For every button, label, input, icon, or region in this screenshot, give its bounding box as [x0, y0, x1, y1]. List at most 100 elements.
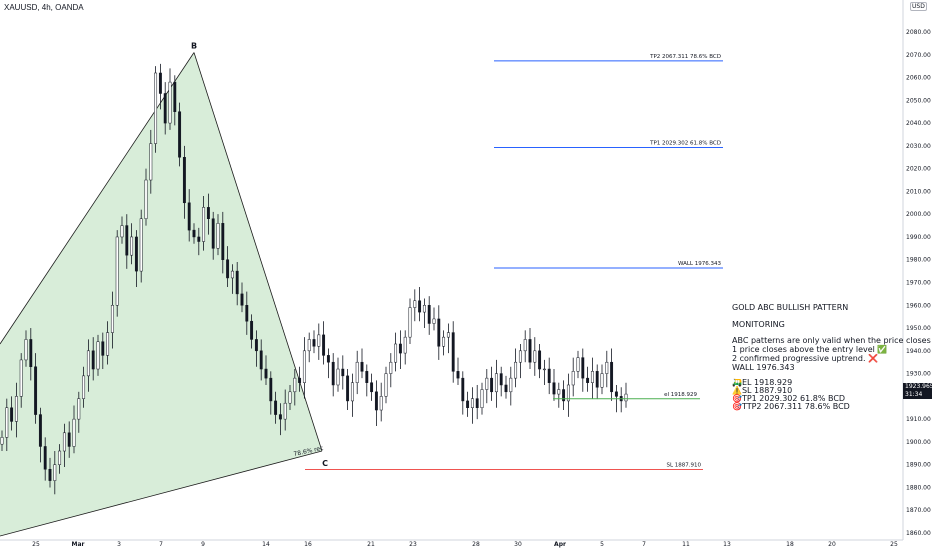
candle-body: [86, 350, 90, 377]
candle-body: [101, 341, 105, 356]
y-tick-label: 1980.00: [906, 257, 931, 264]
x-tick-label: 18: [786, 541, 794, 548]
current-price: 1923.965: [905, 383, 932, 390]
annotation-stop: ⚠️SL 1887.910: [732, 386, 793, 395]
candle-body: [336, 368, 340, 386]
candle-body: [96, 341, 100, 370]
candle-body: [571, 371, 575, 386]
candle-body: [509, 377, 513, 393]
x-tick-label: 13: [723, 541, 731, 548]
candle-body: [53, 464, 57, 481]
candle-body: [245, 305, 249, 322]
candle-body: [456, 371, 460, 379]
level-label: el 1918.929: [664, 392, 697, 398]
candle-body: [566, 384, 570, 402]
candle-body: [341, 368, 345, 377]
candle-body: [600, 373, 604, 388]
candle-body: [125, 225, 129, 256]
candle-body: [197, 236, 201, 242]
candle-body: [365, 371, 369, 383]
x-tick-label: 14: [262, 541, 270, 548]
pattern-point-label: B: [191, 41, 197, 50]
candle-body: [466, 400, 470, 409]
y-tick-label: 1900.00: [906, 439, 931, 446]
candle-body: [115, 236, 119, 306]
candle-body: [106, 332, 110, 356]
y-tick-label: 1970.00: [906, 280, 931, 287]
candle-body: [326, 355, 330, 363]
candle-body: [355, 361, 359, 383]
candle-body: [192, 229, 196, 238]
candle-body: [62, 432, 66, 452]
y-tick-label: 1890.00: [906, 462, 931, 469]
current-price-badge: 1923.965 31:34: [903, 383, 932, 399]
candles: [0, 63, 628, 495]
price-levels: TP2 2067.311 78.6% BCD TP1 2029.302 61.8%…: [305, 54, 723, 470]
candle-body: [264, 368, 268, 379]
level-label: TP2 2067.311 78.6% BCD: [649, 54, 721, 60]
candle-body: [614, 391, 618, 397]
candle-body: [48, 468, 52, 481]
currency-label[interactable]: USD: [910, 2, 927, 11]
candle-body: [374, 391, 378, 411]
y-tick-label: 1910.00: [906, 416, 931, 423]
candle-body: [470, 398, 474, 408]
candle-body: [216, 223, 220, 249]
candle-body: [149, 143, 153, 181]
candle-body: [130, 236, 134, 256]
candle-body: [0, 437, 4, 445]
candle-body: [168, 81, 172, 124]
candle-body: [514, 361, 518, 379]
candle-body: [499, 373, 503, 386]
x-tick-label: 25: [890, 541, 898, 548]
candle-body: [518, 350, 522, 363]
candle-body: [389, 361, 393, 374]
candle-body: [442, 336, 446, 347]
candle-body: [494, 373, 498, 393]
candle-body: [259, 350, 263, 370]
candle-body: [298, 377, 302, 383]
candle-body: [317, 334, 321, 347]
candle-body: [29, 339, 33, 368]
y-tick-label: 1930.00: [906, 371, 931, 378]
candle-body: [240, 293, 244, 306]
candle-body: [586, 377, 590, 383]
candle-body: [547, 368, 551, 383]
candle-body: [154, 72, 158, 144]
candle-body: [475, 398, 479, 408]
candle-body: [624, 393, 628, 402]
annotation-entry: 🛺EL 1918.929: [732, 378, 793, 387]
x-tick-label: 7: [642, 541, 646, 548]
candle-body: [38, 414, 42, 447]
candle-body: [139, 218, 143, 272]
level-label: TP1 2029.302 61.8% BCD: [649, 140, 721, 146]
x-tick-label: Mar: [72, 541, 85, 548]
annotation-tp2: 🎯TTP2 2067.311 78.6% BCD: [732, 402, 850, 411]
y-tick-label: 2000.00: [906, 211, 931, 218]
candle-body: [178, 111, 182, 158]
candle-body: [278, 414, 282, 420]
candle-body: [432, 318, 436, 324]
x-tick-label: 23: [409, 541, 417, 548]
candle-body: [19, 359, 23, 397]
candle-body: [403, 336, 407, 354]
candle-body: [590, 371, 594, 383]
candle-body: [67, 432, 71, 447]
x-tick-label: 25: [32, 541, 40, 548]
annotation-line-3: 2 confirmed progressive uptrend. ❌: [732, 354, 878, 363]
candle-body: [134, 236, 138, 272]
y-tick-label: 1860.00: [906, 530, 931, 537]
candle-body: [384, 373, 388, 397]
x-tick-label: 21: [367, 541, 375, 548]
y-tick-label: 2010.00: [906, 188, 931, 195]
candle-body: [523, 339, 527, 352]
annotation-line-1: ABC patterns are only valid when the pri…: [732, 336, 932, 345]
candle-body: [110, 305, 114, 333]
candle-body: [379, 396, 383, 411]
candle-body: [595, 371, 599, 388]
candle-body: [331, 361, 335, 386]
bar-countdown: 31:34: [905, 391, 923, 398]
annotation-title: GOLD ABC BULLISH PATTERN: [732, 303, 849, 312]
candle-body: [302, 350, 306, 383]
